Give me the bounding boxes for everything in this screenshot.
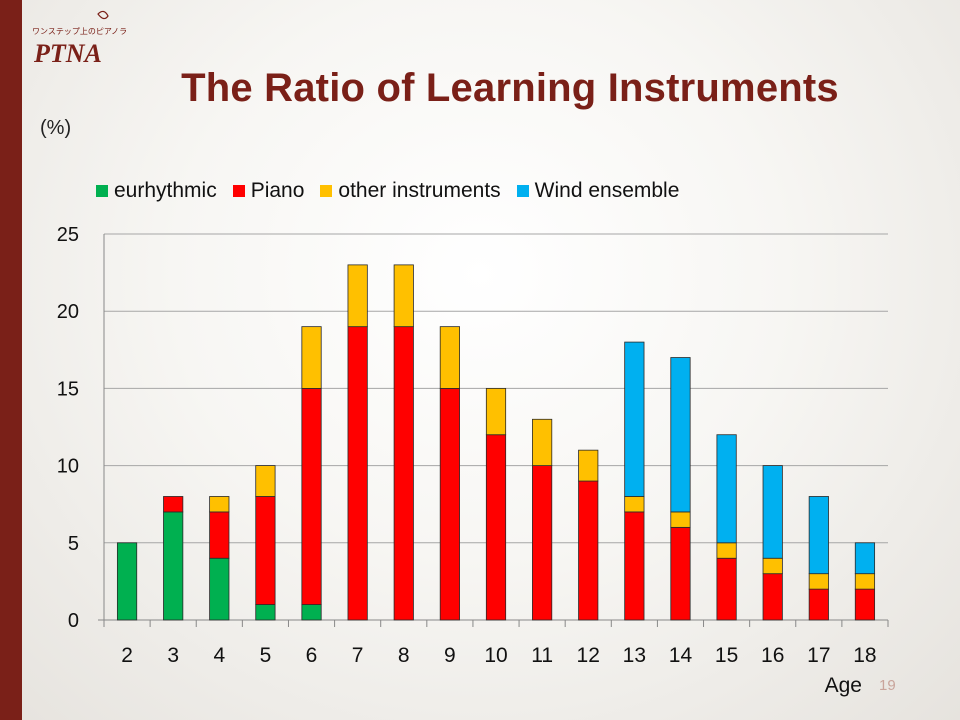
legend-swatch (516, 185, 529, 197)
bar-segment-piano-age-7 (347, 326, 368, 621)
bar-segment-piano-age-5 (255, 496, 276, 605)
y-tick-label: 25 (57, 224, 79, 246)
bar-segment-piano-age-8 (393, 326, 414, 621)
x-tick-label: 11 (531, 644, 553, 667)
legend-item-eurhythmic: eurhythmic (96, 179, 217, 203)
y-tick-label: 20 (57, 301, 79, 323)
slide-sidebar (0, 0, 22, 720)
bar-segment-other-instruments-age-14 (670, 511, 691, 528)
bar-segment-piano-age-4 (209, 511, 230, 559)
bar-segment-other-instruments-age-10 (485, 387, 507, 436)
legend-item-other-instruments: other instruments (320, 179, 501, 203)
x-tick-label: 8 (398, 644, 410, 667)
legend-label: Piano (250, 179, 305, 202)
bar-segment-piano-age-16 (762, 573, 783, 621)
page-number: 19 (879, 677, 896, 694)
x-tick-label: 15 (715, 644, 738, 667)
bar-segment-other-instruments-age-11 (532, 418, 553, 466)
x-tick-label: 7 (352, 644, 364, 667)
bar-segment-other-instruments-age-17 (808, 573, 829, 590)
x-tick-label: 10 (484, 644, 507, 667)
y-tick-label: 0 (68, 610, 79, 632)
bar-segment-eurhythmic-age-2 (116, 542, 138, 621)
bar-segment-eurhythmic-age-3 (163, 511, 184, 621)
bar-segment-piano-age-11 (532, 465, 553, 621)
x-tick-label: 12 (577, 644, 600, 667)
bar-segment-eurhythmic-age-4 (209, 557, 230, 621)
slide-title: The Ratio of Learning Instruments (181, 66, 839, 110)
bar-segment-piano-age-10 (485, 434, 507, 621)
legend-label: other instruments (338, 179, 501, 202)
bar-segment-piano-age-18 (854, 588, 876, 621)
bar-segment-other-instruments-age-13 (624, 496, 645, 513)
x-tick-label: 16 (761, 644, 784, 667)
legend-item-wind-ensemble: Wind ensemble (516, 179, 680, 203)
x-tick-label: 17 (807, 644, 830, 667)
bar-segment-other-instruments-age-9 (439, 326, 460, 389)
x-tick-label: 18 (853, 644, 876, 667)
chart-legend: eurhythmic Piano other instruments Wind ens… (96, 177, 695, 205)
logo-text: PTNA (33, 39, 102, 68)
bar-segment-piano-age-3 (163, 496, 184, 513)
bar-segment-piano-age-9 (439, 387, 460, 621)
bar-segment-other-instruments-age-4 (209, 496, 230, 513)
bar-segment-other-instruments-age-7 (347, 264, 368, 328)
bar-segment-other-instruments-age-15 (716, 542, 737, 559)
legend-swatch (96, 185, 108, 197)
bar-segment-other-instruments-age-6 (301, 326, 322, 389)
bar-segment-other-instruments-age-18 (854, 573, 876, 590)
bar-segment-wind-ensemble-age-13 (624, 341, 645, 497)
bar-segment-piano-age-15 (716, 557, 737, 621)
ptna-logo: ワンステップ上のピアノライフへ PTNA (32, 10, 126, 68)
bar-segment-piano-age-14 (670, 526, 691, 621)
bar-segment-wind-ensemble-age-18 (854, 542, 876, 575)
x-tick-label: 4 (213, 644, 225, 667)
bar-segment-piano-age-17 (808, 588, 829, 621)
legend-swatch (232, 185, 245, 197)
x-tick-label: 9 (444, 644, 456, 667)
legend-label: Wind ensemble (534, 179, 680, 202)
x-tick-label: 5 (260, 644, 272, 667)
bar-segment-wind-ensemble-age-16 (762, 465, 783, 559)
x-tick-label: 13 (623, 644, 646, 667)
y-unit-label: (%) (40, 117, 72, 139)
bar-segment-other-instruments-age-8 (393, 264, 414, 328)
bar-segment-other-instruments-age-12 (578, 449, 599, 482)
y-tick-label: 5 (68, 533, 79, 555)
legend-label: eurhythmic (114, 179, 217, 202)
legend-item-piano: Piano (232, 179, 305, 203)
bar-segment-wind-ensemble-age-15 (716, 434, 737, 544)
bar-segment-wind-ensemble-age-14 (670, 357, 691, 513)
bar-segment-piano-age-6 (301, 387, 322, 605)
y-tick-label: 15 (57, 378, 79, 400)
bar-segment-other-instruments-age-16 (762, 557, 783, 575)
bar-segment-other-instruments-age-5 (255, 465, 276, 497)
x-tick-label: 2 (121, 644, 133, 667)
bar-segment-eurhythmic-age-5 (255, 604, 276, 621)
bar-segment-wind-ensemble-age-17 (808, 496, 829, 575)
legend-swatch (320, 185, 333, 197)
bar-segment-piano-age-13 (624, 511, 645, 621)
y-tick-label: 10 (57, 456, 79, 478)
x-tick-label: 14 (669, 644, 693, 667)
x-axis-title: Age (825, 674, 862, 697)
bar-segment-eurhythmic-age-6 (301, 604, 322, 621)
x-tick-label: 3 (167, 644, 179, 667)
logo-tagline: ワンステップ上のピアノライフへ (32, 27, 126, 36)
bar-segment-piano-age-12 (578, 480, 599, 621)
x-tick-label: 6 (306, 644, 318, 667)
